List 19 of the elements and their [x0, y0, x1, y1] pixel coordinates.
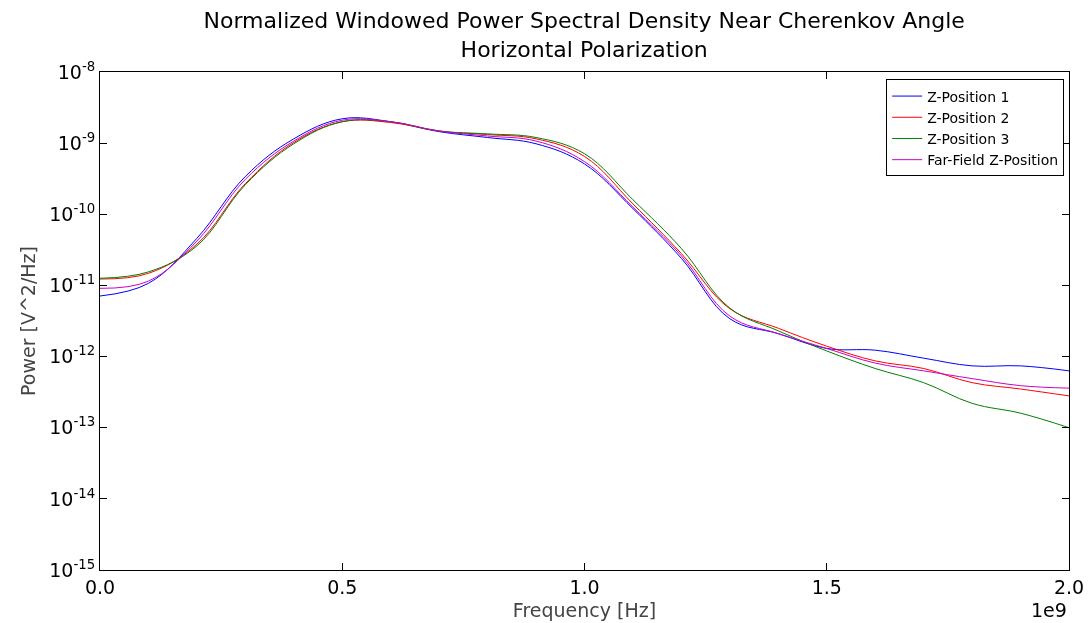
text: 1e9 — [1031, 599, 1067, 621]
legend-label: Z-Position 2 — [927, 109, 1010, 126]
chart-title: Normalized Windowed Power Spectral Density Near Cherenkov Angle Horizontal Polarization — [203, 8, 965, 62]
legend-label: Z-Position 3 — [927, 130, 1010, 147]
x-tick-label: 1.5 — [811, 575, 842, 598]
y-tick-label: 10$^{-11}$ — [49, 272, 96, 297]
y-tick-label: 10$^{-12}$ — [49, 343, 96, 368]
x-tick-label: 0.5 — [327, 575, 358, 598]
y-tick-label: 10$^{-8}$ — [57, 58, 96, 83]
x-axis-title: Frequency [Hz] — [512, 598, 657, 621]
legend-label: Z-Position 1 — [927, 88, 1010, 105]
y-axis-title: Power [V^2/Hz] — [17, 246, 40, 396]
y-tick-label: 10$^{-13}$ — [49, 414, 96, 439]
x-tick-label: 1.0 — [569, 575, 600, 598]
y-tick-label: 10$^{-10}$ — [49, 200, 96, 225]
y-tick-label: 10$^{-14}$ — [49, 485, 96, 510]
legend-label: Far-Field Z-Position — [927, 152, 1059, 169]
y-tick-label: 10$^{-9}$ — [57, 129, 96, 154]
x-tick-label: 2.0 — [1053, 575, 1085, 598]
